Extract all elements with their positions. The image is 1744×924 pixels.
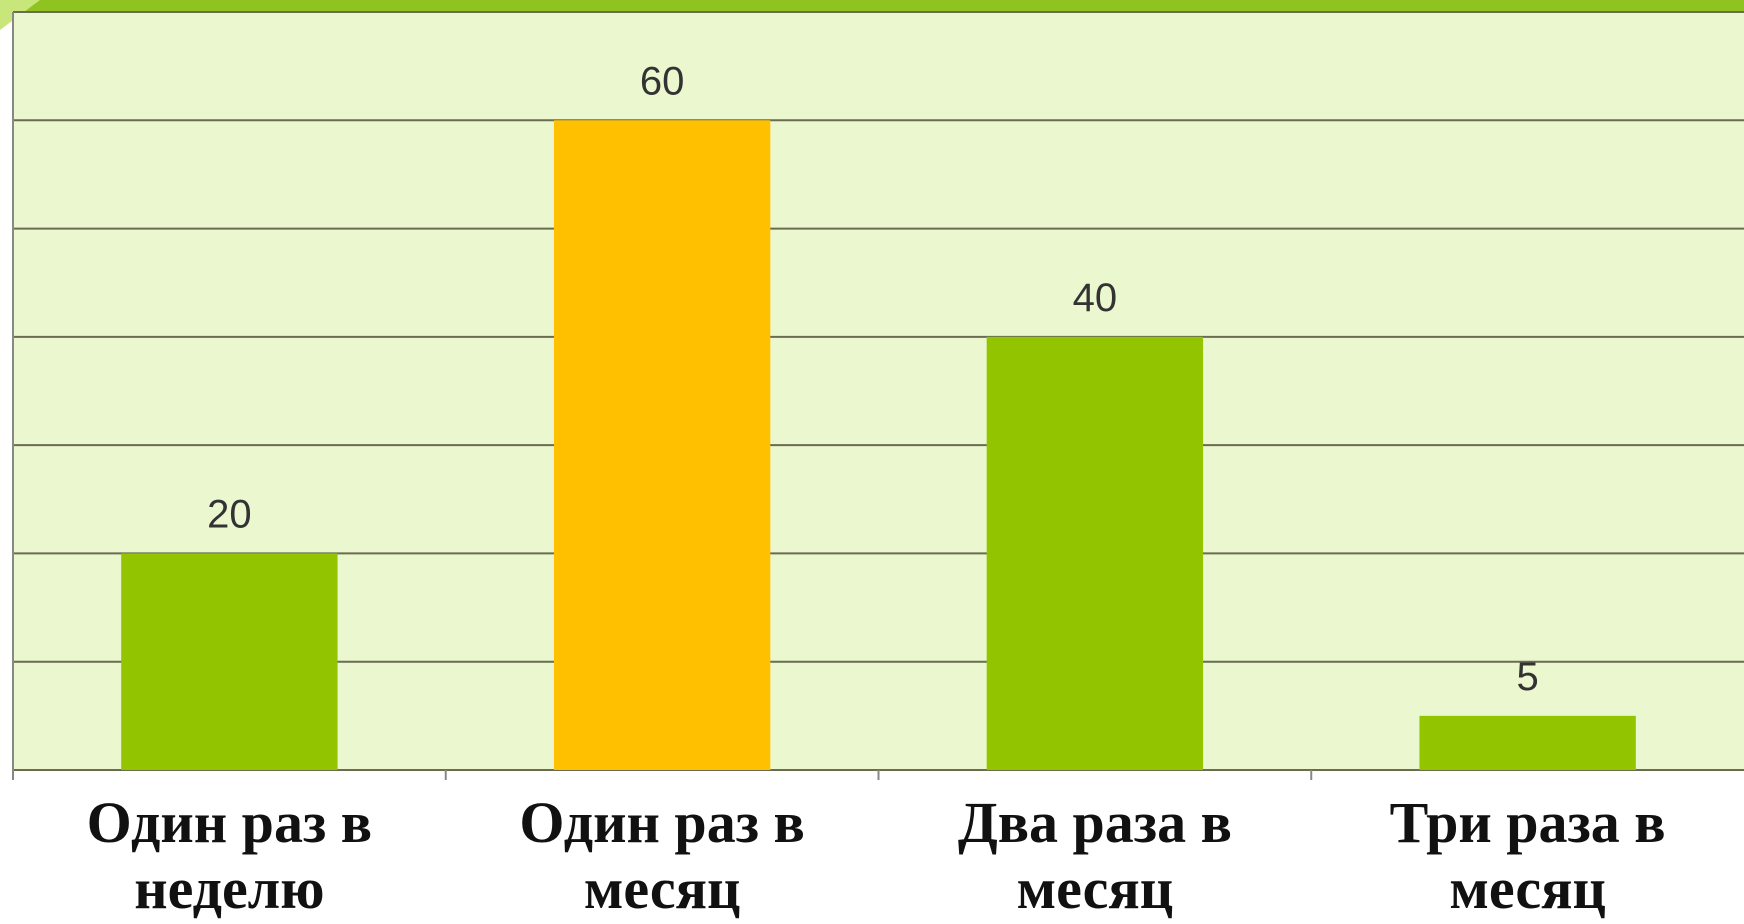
bar [553,120,771,771]
data-label: 5 [1517,655,1539,699]
data-label: 40 [1073,276,1118,320]
bar [1419,715,1636,770]
x-tick-label: Три раза в месяц [1389,790,1666,921]
x-tick-label: Один раз в неделю [86,790,373,921]
bar [121,553,338,770]
data-label: 20 [207,492,252,536]
top-band [0,0,1744,14]
bar [986,336,1204,770]
x-tick-label: Один раз в месяц [519,790,805,921]
x-tick-label: Два раза в месяц [957,790,1232,921]
data-label: 60 [640,59,685,103]
